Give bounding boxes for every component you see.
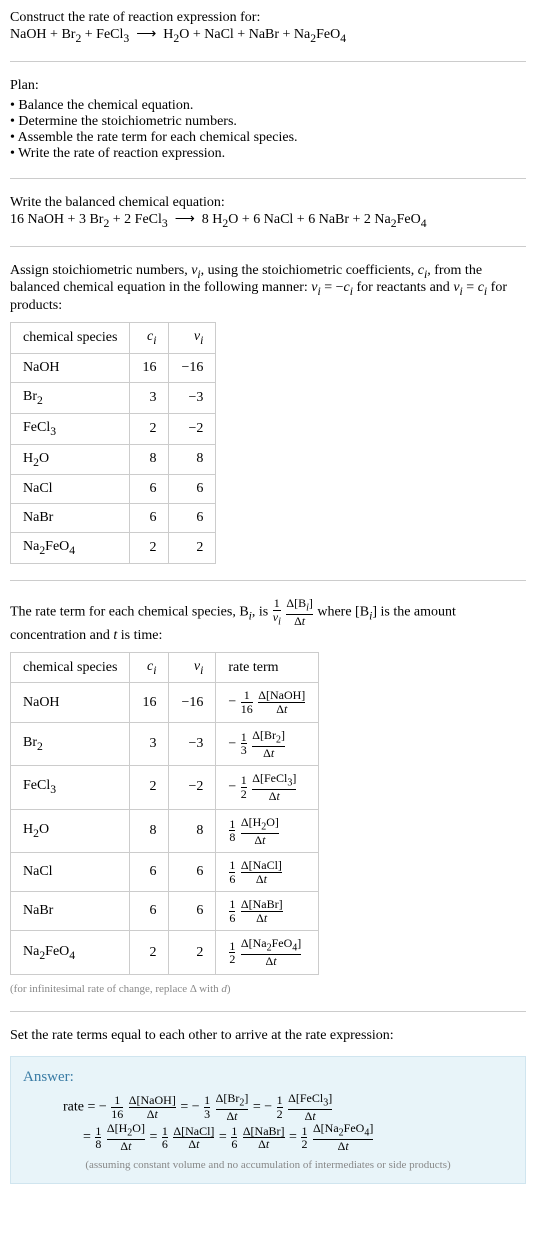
stoich-text: Assign stoichiometric numbers, νi, using…	[10, 263, 526, 315]
cell-species: FeCl3	[11, 413, 130, 444]
col-vi: νi	[169, 323, 216, 354]
cell-vi: 2	[169, 533, 216, 564]
cell-species: NaOH	[11, 683, 130, 722]
cell-ci: 2	[130, 931, 169, 974]
cell-ci: 8	[130, 444, 169, 475]
table-row: FeCl32−2	[11, 413, 216, 444]
cell-rateterm: 18 Δ[H2O]Δt	[216, 809, 319, 852]
cell-ci: 2	[130, 533, 169, 564]
col-ci: ci	[130, 652, 169, 683]
cell-ci: 3	[130, 722, 169, 765]
table-header-row: chemical species ci νi rate term	[11, 652, 319, 683]
cell-vi: −2	[169, 413, 216, 444]
cell-rateterm: − 13 Δ[Br2]Δt	[216, 722, 319, 765]
cell-ci: 2	[130, 413, 169, 444]
table-row: H2O88	[11, 444, 216, 475]
cell-vi: 6	[169, 853, 216, 892]
cell-rateterm: 16 Δ[NaCl]Δt	[216, 853, 319, 892]
plan-list: Balance the chemical equation. Determine…	[10, 98, 526, 162]
plan-item: Determine the stoichiometric numbers.	[10, 114, 526, 130]
divider	[10, 1011, 526, 1012]
table-row: NaCl6616 Δ[NaCl]Δt	[11, 853, 319, 892]
answer-note: (assuming constant volume and no accumul…	[23, 1159, 513, 1171]
cell-species: Br2	[11, 722, 130, 765]
cell-vi: −16	[169, 353, 216, 382]
table-header-row: chemical species ci νi	[11, 323, 216, 354]
cell-rateterm: − 116 Δ[NaOH]Δt	[216, 683, 319, 722]
cell-species: NaBr	[11, 504, 130, 533]
cell-ci: 2	[130, 766, 169, 809]
plan-item: Write the rate of reaction expression.	[10, 146, 526, 162]
col-rateterm: rate term	[216, 652, 319, 683]
stoich-table: chemical species ci νi NaOH16−16 Br23−3 …	[10, 322, 216, 564]
cell-species: Br2	[11, 382, 130, 413]
cell-ci: 6	[130, 892, 169, 931]
cell-ci: 16	[130, 353, 169, 382]
setrate-text: Set the rate terms equal to each other t…	[10, 1028, 526, 1044]
cell-species: NaCl	[11, 853, 130, 892]
answer-line1: rate = − 116 Δ[NaOH]Δt = − 13 Δ[Br2]Δt =…	[63, 1092, 513, 1122]
cell-vi: −16	[169, 683, 216, 722]
plan-item: Assemble the rate term for each chemical…	[10, 130, 526, 146]
plan-item: Balance the chemical equation.	[10, 98, 526, 114]
divider	[10, 246, 526, 247]
divider	[10, 580, 526, 581]
col-species: chemical species	[11, 652, 130, 683]
cell-ci: 16	[130, 683, 169, 722]
table-row: Br23−3	[11, 382, 216, 413]
rateterm-table: chemical species ci νi rate term NaOH16−…	[10, 652, 319, 975]
cell-vi: 8	[169, 444, 216, 475]
cell-vi: 8	[169, 809, 216, 852]
rateterm-text: The rate term for each chemical species,…	[10, 597, 526, 643]
table-row: FeCl32−2− 12 Δ[FeCl3]Δt	[11, 766, 319, 809]
table-row: NaOH16−16− 116 Δ[NaOH]Δt	[11, 683, 319, 722]
table-row: NaBr6616 Δ[NaBr]Δt	[11, 892, 319, 931]
cell-rateterm: 16 Δ[NaBr]Δt	[216, 892, 319, 931]
cell-rateterm: − 12 Δ[FeCl3]Δt	[216, 766, 319, 809]
balanced-heading: Write the balanced chemical equation:	[10, 195, 526, 211]
cell-vi: 6	[169, 504, 216, 533]
cell-species: Na2FeO4	[11, 931, 130, 974]
cell-vi: 6	[169, 475, 216, 504]
table-row: Br23−3− 13 Δ[Br2]Δt	[11, 722, 319, 765]
answer-box: Answer: rate = − 116 Δ[NaOH]Δt = − 13 Δ[…	[10, 1056, 526, 1184]
col-species: chemical species	[11, 323, 130, 354]
plan-heading: Plan:	[10, 78, 526, 94]
construct-equation: NaOH + Br2 + FeCl3 ⟶ H2O + NaCl + NaBr +…	[10, 26, 526, 45]
rateterm-footnote: (for infinitesimal rate of change, repla…	[10, 983, 526, 995]
table-row: NaOH16−16	[11, 353, 216, 382]
table-row: Na2FeO42212 Δ[Na2FeO4]Δt	[11, 931, 319, 974]
cell-species: NaBr	[11, 892, 130, 931]
divider	[10, 61, 526, 62]
cell-species: Na2FeO4	[11, 533, 130, 564]
divider	[10, 178, 526, 179]
answer-title: Answer:	[23, 1069, 513, 1086]
cell-ci: 6	[130, 853, 169, 892]
construct-heading: Construct the rate of reaction expressio…	[10, 10, 526, 26]
cell-species: H2O	[11, 444, 130, 475]
col-ci: ci	[130, 323, 169, 354]
cell-species: NaOH	[11, 353, 130, 382]
answer-line2: = 18 Δ[H2O]Δt = 16 Δ[NaCl]Δt = 16 Δ[NaBr…	[83, 1122, 513, 1152]
balanced-equation: 16 NaOH + 3 Br2 + 2 FeCl3 ⟶ 8 H2O + 6 Na…	[10, 211, 526, 230]
cell-vi: 6	[169, 892, 216, 931]
cell-rateterm: 12 Δ[Na2FeO4]Δt	[216, 931, 319, 974]
cell-vi: −3	[169, 722, 216, 765]
table-row: H2O8818 Δ[H2O]Δt	[11, 809, 319, 852]
col-vi: νi	[169, 652, 216, 683]
cell-vi: −3	[169, 382, 216, 413]
cell-vi: 2	[169, 931, 216, 974]
cell-species: NaCl	[11, 475, 130, 504]
cell-ci: 3	[130, 382, 169, 413]
cell-vi: −2	[169, 766, 216, 809]
table-row: Na2FeO422	[11, 533, 216, 564]
cell-species: FeCl3	[11, 766, 130, 809]
cell-species: H2O	[11, 809, 130, 852]
cell-ci: 8	[130, 809, 169, 852]
table-row: NaBr66	[11, 504, 216, 533]
cell-ci: 6	[130, 475, 169, 504]
cell-ci: 6	[130, 504, 169, 533]
table-row: NaCl66	[11, 475, 216, 504]
